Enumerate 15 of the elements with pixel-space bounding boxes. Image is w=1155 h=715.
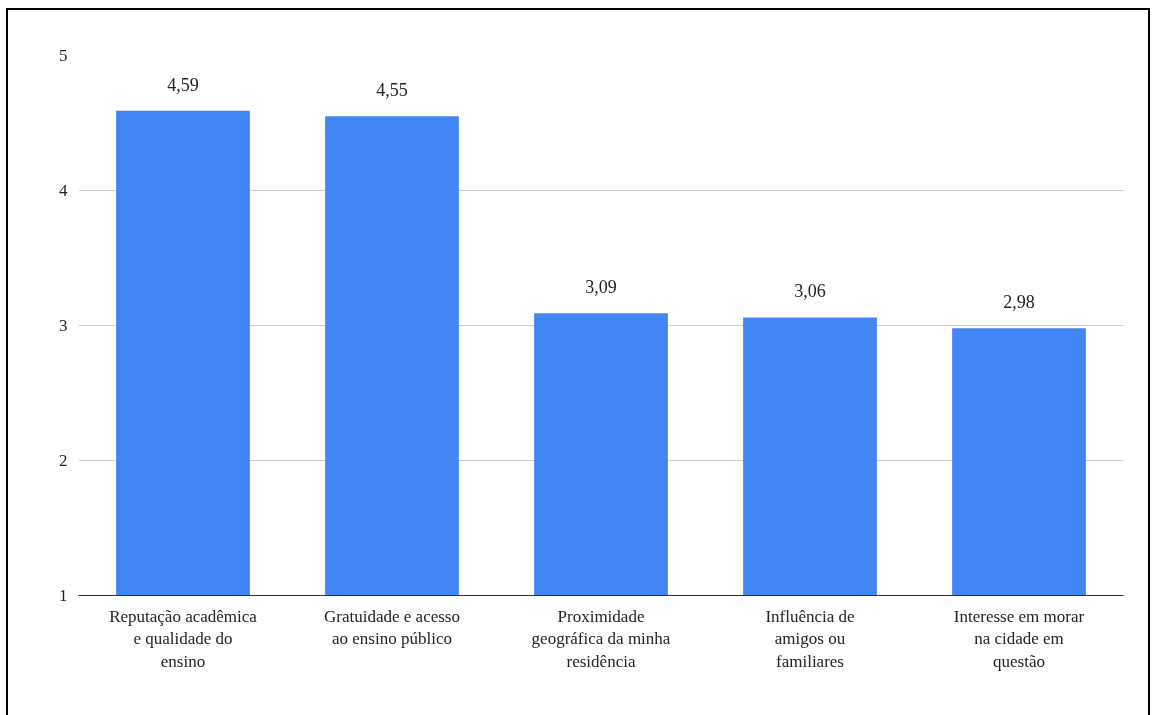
y-tick-label: 4 — [59, 181, 68, 200]
data-label: 3,06 — [794, 281, 826, 302]
data-label: 2,98 — [1003, 292, 1035, 313]
y-tick-label: 3 — [59, 316, 68, 335]
x-tick-label: Proximidade geográfica da minha residência — [531, 606, 671, 672]
y-tick-label: 1 — [59, 586, 68, 605]
data-label: 4,55 — [376, 80, 408, 101]
x-tick-label: Gratuidade e acesso ao ensino público — [324, 606, 460, 649]
x-tick-label: Interesse em morar na cidade em questão — [953, 606, 1085, 672]
y-tick-label: 5 — [59, 46, 68, 65]
x-tick-label: Influência de amigos ou familiares — [765, 606, 855, 672]
data-label: 4,59 — [167, 74, 199, 95]
data-label: 3,09 — [585, 277, 617, 298]
x-tick-label: Reputação acadêmica e qualidade do ensino — [109, 606, 258, 672]
y-tick-label: 2 — [59, 451, 68, 470]
